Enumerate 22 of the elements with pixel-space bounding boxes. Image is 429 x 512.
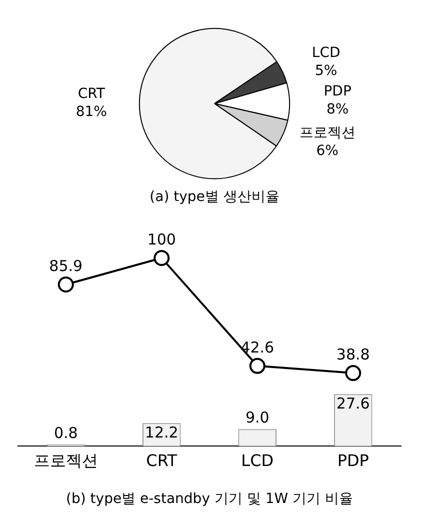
x-tick-label: 프로젝션 <box>34 450 98 470</box>
slice-label: PDP <box>324 84 352 100</box>
data-label: 9.0 <box>245 408 270 426</box>
data-label: 42.6 <box>240 338 274 356</box>
data-label: 6% <box>316 143 338 160</box>
data-label: 8% <box>326 102 349 118</box>
data-label: 38.8 <box>336 345 370 364</box>
x-tick-label: CRT <box>146 450 178 470</box>
data-label: 81% <box>76 104 107 120</box>
slice-label: 프로젝션 <box>299 125 356 142</box>
data-label: 100 <box>147 230 176 248</box>
slice-label: LCD <box>312 45 340 62</box>
text: (b) type별 e-standby 기기 및 1W 기기 비율 <box>66 491 353 508</box>
data-label: 12.2 <box>144 423 178 442</box>
slice-label: CRT <box>78 86 106 102</box>
data-label: 27.6 <box>336 394 370 413</box>
data-label: 0.8 <box>54 424 78 442</box>
data-label: 85.9 <box>49 256 83 275</box>
x-tick-label: LCD <box>241 450 274 470</box>
x-tick-label: PDP <box>337 450 370 470</box>
data-label: 5% <box>314 63 338 80</box>
text: (a) type별 생산비율 <box>150 189 280 206</box>
